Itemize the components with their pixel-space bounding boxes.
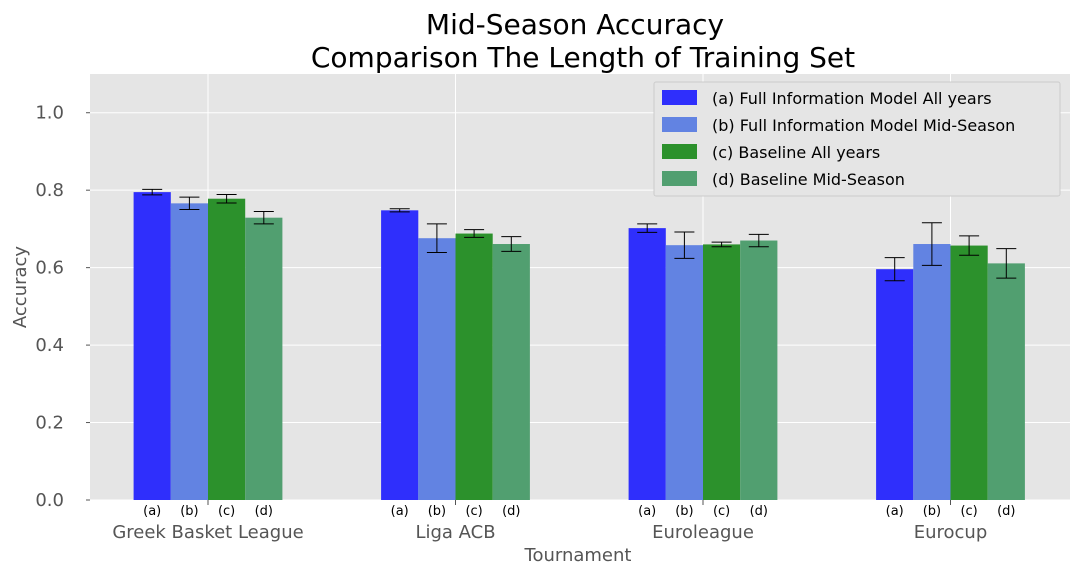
bar-sub-label: (a): [886, 504, 904, 519]
y-axis-ticks: 0.0 0.2 0.4 0.6 0.8 1.0: [35, 103, 90, 511]
bar-sub-label: (c): [465, 504, 482, 519]
bar: [913, 244, 951, 500]
error-bars: [142, 188, 1017, 282]
bar: [987, 263, 1025, 500]
y-tick-label: 0.6: [35, 258, 64, 279]
bar: [876, 269, 914, 500]
bar: [170, 203, 208, 500]
x-axis-title: Tournament: [524, 545, 632, 566]
y-axis-title: Accuracy: [10, 246, 31, 329]
bar: [740, 240, 778, 500]
bar-sub-label: (d): [750, 504, 768, 519]
chart-title-line-1: Mid-Season Accuracy: [426, 8, 724, 41]
bar-sub-label: (a): [143, 504, 161, 519]
bar-sub-label: (c): [713, 504, 730, 519]
y-tick-label: 0.4: [35, 335, 64, 356]
bar-sub-label: (d): [997, 504, 1015, 519]
legend-swatch: [662, 117, 697, 132]
bar: [703, 244, 741, 500]
category-label: Greek Basket League: [112, 522, 303, 543]
y-tick-label: 1.0: [35, 103, 64, 124]
legend-box: [653, 81, 1061, 197]
bar: [628, 228, 666, 500]
bar-sub-label: (b): [675, 504, 693, 519]
bar-sub-label: (a): [391, 504, 409, 519]
bar-sub-label: (d): [502, 504, 520, 519]
bar-sub-label: (a): [638, 504, 656, 519]
bars: [133, 192, 1025, 501]
legend-swatch: [662, 144, 697, 159]
bar-sub-label: (c): [218, 504, 235, 519]
bar-sub-label: (d): [255, 504, 273, 519]
legend-entry: (d) Baseline Mid-Season: [712, 170, 905, 189]
legend-swatch: [662, 171, 697, 186]
y-tick-label: 0.8: [35, 180, 64, 201]
bar-sub-label: (b): [180, 504, 198, 519]
bar-sub-label: (b): [923, 504, 941, 519]
x-axis-labels: (a) (b) (c) (d) Greek Basket League (a) (b) (c)…: [112, 500, 1016, 543]
bar-sub-label: (b): [428, 504, 446, 519]
bar: [492, 244, 530, 500]
bar: [133, 192, 171, 501]
category-label: Eurocup: [914, 522, 988, 543]
legend-entry: (c) Baseline All years: [712, 143, 880, 162]
legend: (a) Full Information Model All years (b) …: [653, 81, 1061, 197]
bar-sub-label: (c): [960, 504, 977, 519]
y-tick-label: 0.0: [35, 490, 64, 511]
category-label: Liga ACB: [415, 522, 495, 543]
bar: [950, 245, 988, 500]
bar: [418, 238, 456, 500]
legend-entry: (a) Full Information Model All years: [712, 89, 992, 108]
bar: [381, 210, 419, 500]
legend-entry: (b) Full Information Model Mid-Season: [712, 116, 1015, 135]
chart-title-line-2: Comparison The Length of Training Set: [311, 41, 855, 74]
y-tick-label: 0.2: [35, 413, 64, 434]
bar: [245, 217, 283, 501]
bar: [455, 233, 493, 500]
bar: [665, 245, 703, 500]
legend-swatch: [662, 90, 697, 105]
bar: [208, 198, 246, 500]
category-label: Euroleague: [652, 522, 754, 543]
